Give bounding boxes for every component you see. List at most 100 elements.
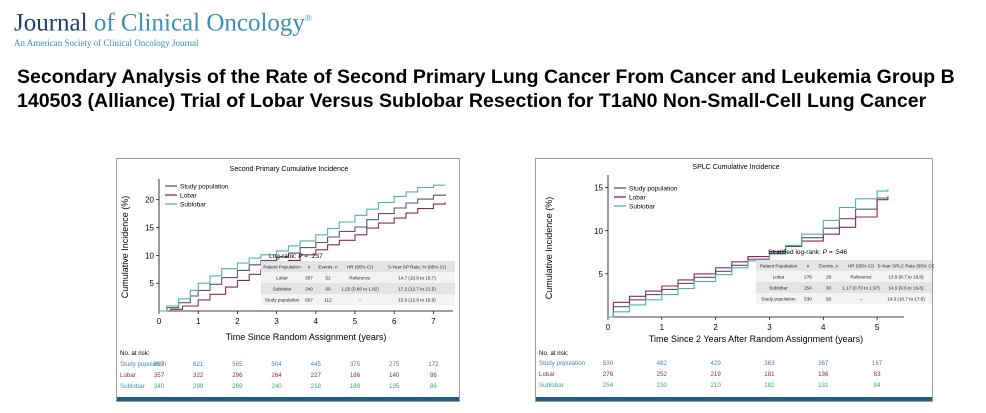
test-label: Log-rank: xyxy=(269,253,298,260)
test-p: P xyxy=(823,249,828,256)
risk-value: 189 xyxy=(350,383,361,390)
journal-name-part1: Journal xyxy=(14,9,88,37)
registered-mark: ® xyxy=(304,13,312,23)
test-statistic: Log-rank: P = .237 xyxy=(269,253,323,260)
series-line-sublobar xyxy=(608,189,889,318)
series-line-study-population xyxy=(159,194,446,312)
table-cell: 14.7 (10.6 to 18.7) xyxy=(398,276,436,281)
table-cell: 28 xyxy=(826,275,832,280)
risk-value: 172 xyxy=(428,361,439,368)
figure-panel-second-primary: Second Primary Cumulative Incidence 5 10 15… xyxy=(116,158,460,402)
table-cell: 14.9 (9.6 to 19.8) xyxy=(889,286,924,291)
x-tick-label: 6 xyxy=(392,317,397,326)
risk-value: 83 xyxy=(874,371,881,378)
risk-value: 186 xyxy=(350,372,361,379)
chart-title: Second Primary Cumulative Incidence xyxy=(230,166,349,173)
legend-label: Study population xyxy=(180,184,229,191)
legend-label: Study population xyxy=(629,186,678,193)
risk-value: 504 xyxy=(271,361,282,368)
table-cell: 697 xyxy=(305,298,313,303)
test-value: = .237 xyxy=(303,253,323,260)
table-cell: 340 xyxy=(305,287,313,292)
x-tick-label: 0 xyxy=(606,323,611,332)
legend-label: Lobar xyxy=(180,193,197,200)
risk-value: 136 xyxy=(818,371,829,378)
journal-header: Journal of Clinical Oncology® An America… xyxy=(14,4,434,48)
risk-value: 131 xyxy=(818,382,829,389)
table-header-row xyxy=(261,261,455,272)
series-line-sublobar xyxy=(159,184,446,312)
table-cell: 357 xyxy=(305,276,313,281)
y-tick-label: 10 xyxy=(145,251,154,260)
chart-splc: SPLC Cumulative Incidence 5 10 15 0 1 2 3 4 5 Time… xyxy=(539,164,934,389)
table-row xyxy=(261,272,455,283)
table-header-cell: Events, n xyxy=(819,264,839,269)
x-tick-label: 1 xyxy=(660,323,665,332)
table-header-cell: 5-Year SPLC Rate (95% CI) xyxy=(877,264,934,269)
x-tick-label: 0 xyxy=(157,317,162,326)
table-cell: 17.2 (12.7 to 21.5) xyxy=(398,287,436,292)
x-tick-label: 4 xyxy=(821,323,826,332)
risk-value: 482 xyxy=(657,360,668,367)
risk-value: 140 xyxy=(389,372,400,379)
risk-value: 252 xyxy=(657,371,668,378)
table-cell: Reference xyxy=(349,276,371,281)
risk-value: 296 xyxy=(232,372,243,379)
risk-value: 181 xyxy=(764,371,775,378)
risk-value: 264 xyxy=(271,372,282,379)
table-cell: 1.25 (0.86 to 1.82) xyxy=(341,287,379,292)
risk-row-label: Study population xyxy=(120,361,167,368)
x-tick-label: 3 xyxy=(274,317,279,326)
risk-value: 182 xyxy=(764,382,775,389)
risk-value: 218 xyxy=(311,383,322,390)
risk-value: 167 xyxy=(872,360,883,367)
risk-value: 86 xyxy=(430,372,437,379)
risk-value: 267 xyxy=(818,360,829,367)
risk-value: 445 xyxy=(311,361,322,368)
y-tick-label: 15 xyxy=(145,224,154,233)
y-axis-label: Cumulative Incidence (%) xyxy=(120,196,130,299)
risk-value: 230 xyxy=(657,382,668,389)
table-header-cell: n xyxy=(807,264,810,269)
risk-value: 219 xyxy=(710,371,721,378)
risk-value: 429 xyxy=(710,360,721,367)
legend-label: Sublobar xyxy=(629,204,656,211)
y-axis-label: Cumulative Incidence (%) xyxy=(544,197,554,300)
table-header-cell: Patient Population xyxy=(263,265,301,270)
risk-value: 621 xyxy=(193,361,204,368)
journal-logo[interactable]: Journal of Clinical Oncology® xyxy=(14,4,434,37)
table-cell: 530 xyxy=(804,297,812,302)
risk-value: 254 xyxy=(603,382,614,389)
x-tick-label: 5 xyxy=(353,317,358,326)
risk-value: 299 xyxy=(193,383,204,390)
table-cell: 52 xyxy=(325,276,331,281)
table-cell: 254 xyxy=(804,286,812,291)
risk-row-label: Sublobar xyxy=(539,382,564,389)
table-row xyxy=(756,271,932,282)
table-cell: 58 xyxy=(826,297,832,302)
x-tick-label: 3 xyxy=(767,323,772,332)
risk-row-label: Lobar xyxy=(539,371,555,378)
risk-value: 375 xyxy=(350,361,361,368)
legend-label: Lobar xyxy=(629,195,646,202)
table-cell: Lobar xyxy=(773,275,785,280)
risk-title: No. at risk: xyxy=(539,350,569,357)
table-row xyxy=(756,293,932,304)
table-header-cell: Events, n xyxy=(318,265,338,270)
risk-value: 240 xyxy=(271,383,282,390)
risk-value: 363 xyxy=(764,360,775,367)
x-tick-label: 2 xyxy=(235,317,240,326)
figure-panel-splc: SPLC Cumulative Incidence 5 10 15 0 1 2 3 4 5 Time… xyxy=(535,158,934,402)
x-tick-label: 5 xyxy=(875,323,880,332)
risk-value: 269 xyxy=(232,383,243,390)
table-cell: Study population xyxy=(761,297,796,302)
table-header-cell: HR (95% CI) xyxy=(347,265,374,270)
x-axis-label: Time Since Random Assignment (years) xyxy=(226,332,387,342)
chart-second-primary: Second Primary Cumulative Incidence 5 10 15… xyxy=(120,166,455,390)
table-cell: 60 xyxy=(325,287,331,292)
table-cell: 276 xyxy=(804,275,812,280)
journal-name-part2: of Clinical Oncology xyxy=(87,9,305,37)
test-p: P xyxy=(298,253,303,260)
risk-value: 565 xyxy=(232,361,243,368)
y-tick-label: 10 xyxy=(594,227,603,236)
